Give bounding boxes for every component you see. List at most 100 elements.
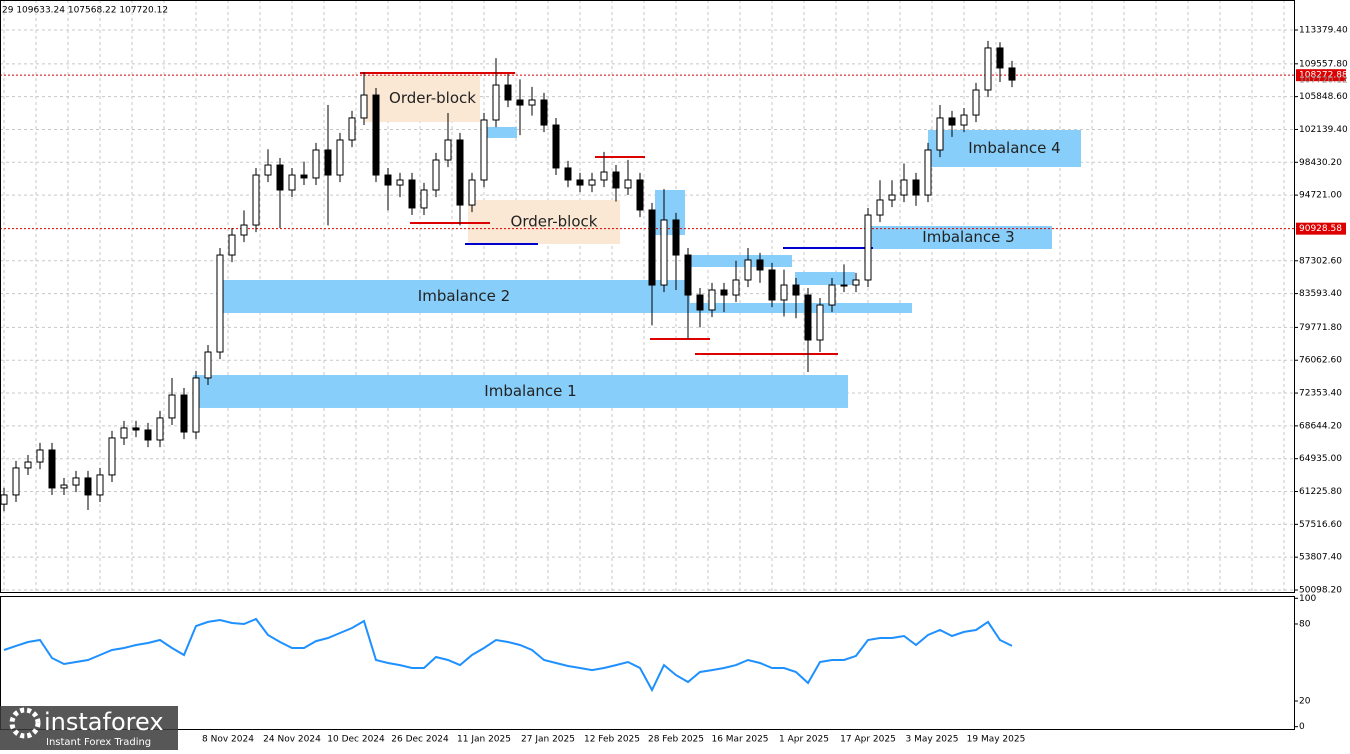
zone-label: Imbalance 3 [922, 228, 1014, 246]
x-tick-label: 28 Feb 2025 [648, 735, 704, 745]
candle-body [84, 477, 92, 496]
candle-body [696, 294, 704, 311]
zone-label: Imbalance 1 [484, 382, 576, 400]
candle-body [516, 99, 524, 106]
zone [365, 75, 480, 123]
candle-body [756, 259, 764, 271]
candle-body [12, 467, 20, 496]
candle-body [180, 394, 188, 433]
candle-body [528, 99, 536, 106]
zone [218, 279, 690, 313]
candle-body [420, 189, 428, 209]
price-frame [0, 0, 1295, 593]
candle-body [132, 427, 140, 431]
candle-body [312, 149, 320, 179]
candle-body [408, 179, 416, 209]
candle-body [552, 124, 560, 169]
zone [928, 129, 1081, 167]
x-tick-label: 17 Apr 2025 [840, 735, 896, 745]
candle-body [144, 429, 152, 441]
x-tick-label: 8 Nov 2024 [202, 735, 254, 745]
candle-body [216, 254, 224, 353]
tagline: Instant Forex Trading [46, 737, 151, 748]
candle-body [684, 254, 692, 296]
candle-body [60, 484, 68, 489]
candle-body [468, 179, 476, 206]
y-tick-label: 20 [1299, 696, 1311, 706]
zone [468, 199, 620, 244]
zone [482, 126, 517, 138]
candle-body [900, 179, 908, 196]
candle-body [924, 149, 932, 196]
zone [655, 189, 685, 236]
logo-icon [9, 707, 41, 739]
x-tick-label: 11 Jan 2025 [457, 735, 511, 745]
y-tick-label: 57516.60 [1299, 520, 1342, 530]
candle-body [720, 289, 728, 296]
candle-body [168, 394, 176, 419]
y-tick-label: 87302.60 [1299, 256, 1342, 266]
candle-body [156, 417, 164, 441]
candle-body [840, 284, 848, 287]
candle-body [1008, 67, 1016, 81]
y-tick-label: 113379.40 [1299, 25, 1348, 35]
marker-box [1296, 222, 1346, 235]
zone [690, 302, 912, 313]
candle-body [624, 179, 632, 189]
zone-label: Imbalance 4 [968, 139, 1060, 157]
candle-body [876, 199, 884, 216]
x-tick-label: 3 May 2025 [906, 735, 959, 745]
candle-body [960, 114, 968, 126]
brand: instaforex [44, 708, 164, 736]
candle-body [600, 171, 608, 181]
candle-body [744, 259, 752, 281]
candle-body [492, 84, 500, 121]
candle-body [108, 437, 116, 476]
y-tick-label: 79771.80 [1299, 323, 1342, 333]
candle-body [984, 47, 992, 91]
candle-body [24, 461, 32, 469]
candle-body [0, 494, 8, 505]
zone-label: Order-block [389, 89, 476, 107]
candle-body [804, 294, 812, 341]
candle-body [264, 164, 272, 176]
candle-body [240, 224, 248, 236]
candle-body [972, 89, 980, 116]
y-tick-label: 80 [1299, 619, 1311, 629]
candle-body [324, 149, 332, 176]
y-tick-label: 0 [1299, 722, 1305, 732]
watermark: instaforex Instant Forex Trading [0, 706, 178, 750]
candle-body [288, 174, 296, 191]
candle-body [72, 477, 80, 486]
y-tick-label: 68644.20 [1299, 421, 1342, 431]
candle-body [948, 117, 956, 126]
y-tick-label: 72353.40 [1299, 389, 1342, 399]
candle-body [888, 194, 896, 201]
y-tick-label: 61225.80 [1299, 487, 1342, 497]
candle-body [612, 171, 620, 189]
y-tick-label: 102139.40 [1299, 125, 1348, 135]
plot-layer: Order-block Order-block Imbalance 1 Imbalan… [0, 0, 1295, 693]
x-tick-label: 12 Feb 2025 [584, 735, 640, 745]
candle-body [564, 167, 572, 181]
candle-body [780, 284, 788, 301]
candle-body [276, 164, 284, 191]
candle-body [648, 209, 656, 286]
candle-body [912, 179, 920, 196]
candle-body [768, 269, 776, 301]
candle-body [372, 94, 380, 176]
candle-body [396, 179, 404, 186]
candle-body [204, 351, 212, 379]
candle-body [480, 119, 488, 181]
y-tick-label: 83593.40 [1299, 289, 1342, 299]
y-tick-label: 100 [1299, 594, 1316, 604]
x-tick-label: 27 Jan 2025 [521, 735, 575, 745]
candle-body [732, 279, 740, 296]
candle-body [576, 179, 584, 186]
candle-body [384, 174, 392, 186]
x-tick-label: 24 Nov 2024 [263, 735, 321, 745]
y-tick-label: 53807.40 [1299, 553, 1342, 563]
candle-body [48, 449, 56, 489]
marker-label: 90928.58 [1299, 224, 1342, 234]
